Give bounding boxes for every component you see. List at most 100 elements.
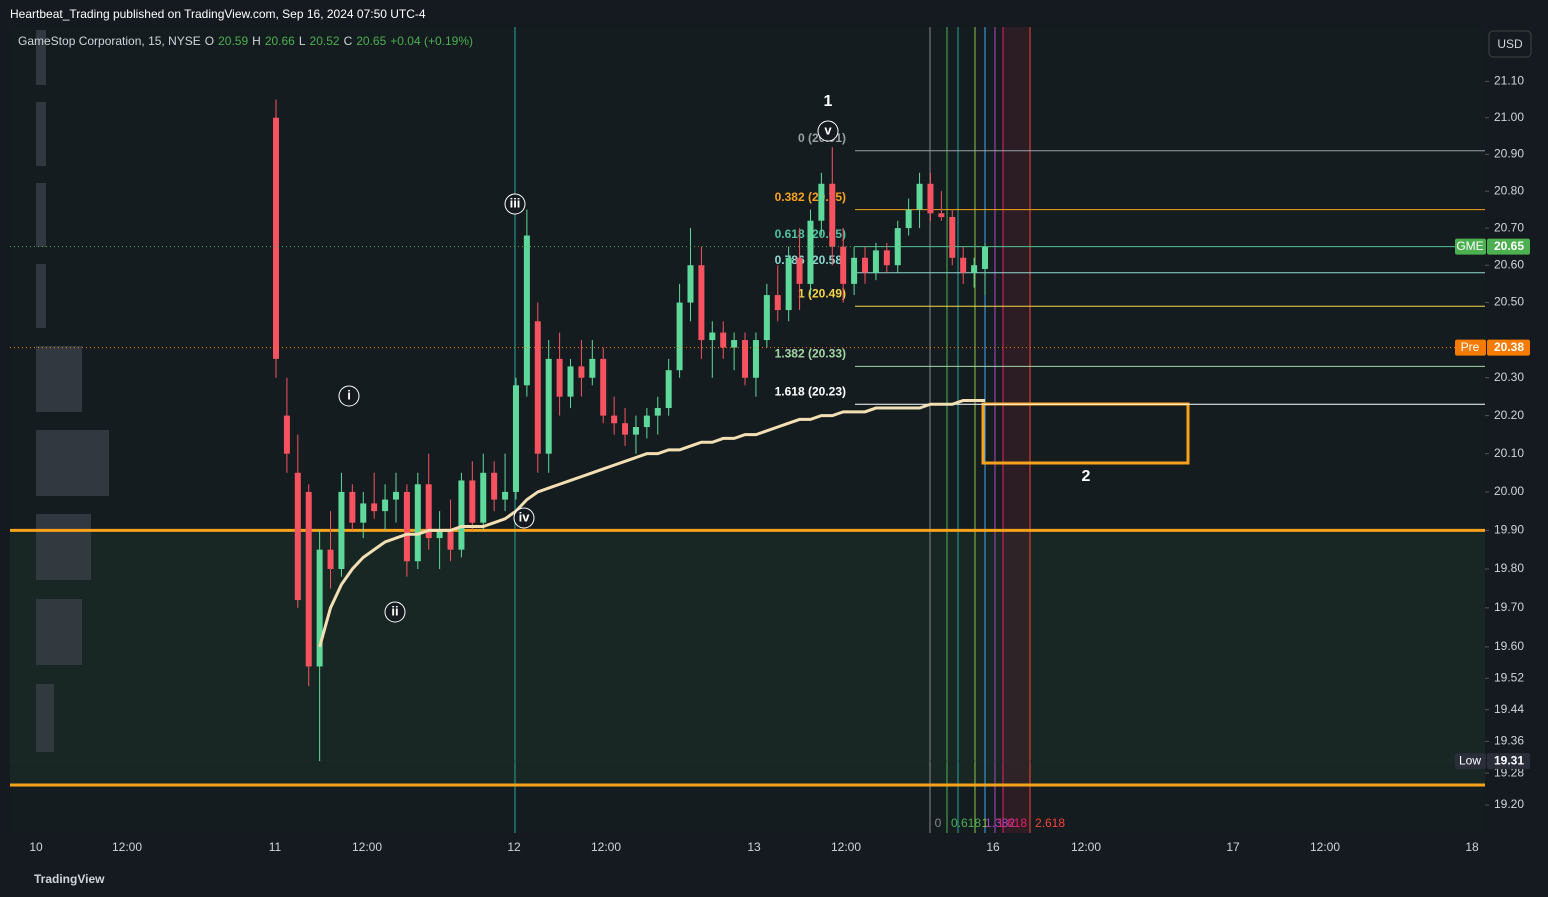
badge-label: Pre — [1461, 340, 1480, 354]
y-tick-label: 19.70 — [1494, 600, 1524, 614]
time-zone-label: 0 — [935, 816, 942, 830]
badge-tag — [1455, 238, 1486, 255]
candle-body — [949, 216, 956, 258]
y-tick-label: 19.52 — [1494, 670, 1524, 684]
candle-body — [327, 549, 334, 570]
candle-body — [294, 472, 301, 601]
candle-body — [632, 427, 639, 435]
candle-body — [752, 340, 759, 378]
time-zone-label: 1 — [982, 816, 989, 830]
x-tick-label: 12:00 — [1071, 840, 1101, 854]
h-label: H — [252, 34, 261, 48]
candle-body — [829, 183, 836, 247]
c-label: C — [343, 34, 353, 48]
y-tick-label: 19.36 — [1494, 734, 1524, 748]
badge-box — [1487, 238, 1530, 255]
candle-body — [654, 408, 661, 416]
y-tick-label: 20.50 — [1494, 295, 1524, 309]
candle-body — [742, 340, 749, 378]
candle-body — [709, 332, 716, 341]
candle-body — [927, 183, 934, 214]
x-tick-label: 16 — [986, 840, 1000, 854]
layer: 21.10 21.00 20.90 20.80 20.70 20.60 20.50 20.30… — [10, 73, 1530, 854]
candle-body — [905, 209, 912, 229]
x-tick-label: 12:00 — [1310, 840, 1340, 854]
candle-body — [360, 503, 367, 523]
candle-body — [545, 358, 552, 454]
candle-body — [698, 265, 705, 341]
candle-body — [371, 503, 378, 512]
wave-label: iii — [510, 195, 521, 210]
time-zone-label: 0.618 — [951, 816, 981, 830]
x-tick-label: 12:00 — [112, 840, 142, 854]
candle-body — [894, 228, 901, 266]
candle-body — [676, 302, 683, 371]
y-tick-label: 19.80 — [1494, 561, 1524, 575]
candle-body — [643, 415, 650, 428]
candle-body — [382, 499, 389, 512]
wave-label: ii — [391, 603, 398, 618]
y-tick-label: 20.30 — [1494, 370, 1524, 384]
candle-body — [807, 220, 814, 284]
x-tick-label: 12 — [507, 840, 521, 854]
wave-circle — [384, 601, 406, 623]
c: 20.65 — [356, 34, 387, 48]
candle-body — [469, 480, 476, 523]
wave-circle — [338, 385, 360, 407]
x-tick-label: 10 — [29, 840, 43, 854]
x-tick-label: 11 — [269, 840, 282, 854]
candle-body — [883, 250, 890, 266]
currency: USD — [1497, 37, 1523, 51]
y-tick-label: 19.44 — [1494, 702, 1524, 716]
candle-body — [480, 472, 487, 523]
candle-body — [534, 321, 541, 454]
wave-circle — [504, 193, 526, 215]
l-label: L — [298, 34, 306, 48]
fib-label: 1 (20.49) — [798, 286, 846, 300]
candle-body — [818, 183, 825, 221]
badge-tag — [1455, 753, 1486, 770]
x-tick-label: 18 — [1465, 840, 1479, 854]
candle-body — [862, 257, 869, 273]
wave-label: v — [824, 122, 832, 137]
candle-body — [960, 257, 967, 273]
candle-body — [316, 549, 323, 667]
y-tick-label: 21.10 — [1494, 73, 1524, 87]
candle-body — [491, 472, 498, 500]
wave-label: i — [347, 387, 351, 402]
candle-body — [971, 265, 978, 273]
candle-body — [436, 530, 443, 539]
x-tick-label: 13 — [747, 840, 761, 854]
candle-body — [523, 235, 530, 386]
currency-button[interactable] — [1488, 30, 1532, 58]
candle-body — [916, 183, 923, 210]
candle-body — [622, 423, 629, 435]
l: 20.52 — [309, 34, 340, 48]
candle-body — [578, 366, 585, 378]
candle-body — [425, 484, 432, 539]
candle-body — [556, 358, 563, 397]
candle-body — [502, 491, 509, 500]
change: +0.04 (+0.19%) — [390, 34, 473, 48]
candle-body — [414, 484, 421, 562]
candle-body — [796, 257, 803, 284]
candle-body — [403, 491, 410, 562]
time-zone-shade — [1003, 27, 1030, 833]
symbol: GameStop Corporation, 15, NYSE — [18, 34, 201, 48]
y-tick-label: 20.90 — [1494, 147, 1524, 161]
wave-circle — [817, 120, 839, 142]
time-zone-label: 1.618 — [997, 816, 1027, 830]
fib-label: 0.382 (20.75) — [775, 190, 846, 204]
candle-body — [774, 295, 781, 311]
badge-label: GME — [1456, 239, 1483, 253]
candle-body — [785, 257, 792, 311]
candle-body — [392, 491, 399, 500]
header: Heartbeat_Trading published on TradingVi… — [10, 7, 426, 21]
candle-body — [763, 295, 770, 341]
zone — [10, 530, 1485, 787]
y-tick-label: 21.00 — [1494, 110, 1524, 124]
candle-body — [731, 340, 738, 348]
candle-body — [447, 530, 454, 550]
x-tick-label: 12:00 — [591, 840, 621, 854]
y-tick-label: 19.60 — [1494, 639, 1524, 653]
